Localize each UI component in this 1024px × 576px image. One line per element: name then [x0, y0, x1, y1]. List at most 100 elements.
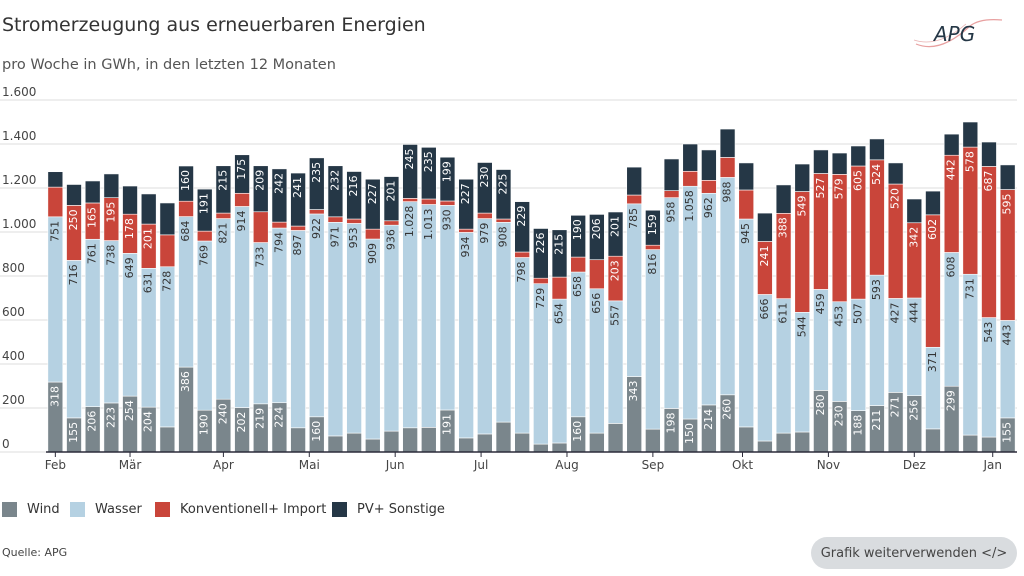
bar-segment-konventionell-import [346, 218, 362, 224]
data-label: 160 [571, 421, 584, 442]
legend-item-konventionell: Konventionell+ Import [155, 502, 326, 517]
legend-item-wind: Wind [2, 502, 60, 517]
bar-segment-pv-sonstige [234, 154, 250, 194]
bar-segment-konventionell-import [327, 216, 344, 223]
bar-segment-pv-sonstige [271, 168, 288, 223]
data-label: 299 [945, 390, 958, 411]
bar-segment-pv-sonstige [943, 133, 960, 156]
bar-segment-wasser [346, 223, 362, 434]
data-label: 201 [384, 181, 397, 202]
data-label: 190 [198, 414, 211, 435]
data-label: 453 [833, 306, 846, 327]
bar-segment-wasser [645, 249, 661, 430]
legend-label: Konventionell+ Import [180, 502, 327, 517]
bar-segment-pv-sonstige [346, 171, 362, 220]
bar-segment-pv-sonstige [775, 184, 792, 214]
bar-segment-konventionell-import [701, 180, 717, 194]
bar-segment-konventionell-import [663, 190, 680, 198]
bar-segment-pv-sonstige [458, 178, 474, 230]
reuse-graphic-button[interactable]: Grafik weiterverwenden </> [811, 537, 1017, 569]
data-label: 769 [198, 245, 211, 266]
bar-segment-wind [962, 434, 979, 453]
data-label: 684 [179, 221, 192, 242]
bar-segment-wasser [365, 238, 381, 440]
data-label: 227 [459, 183, 472, 204]
data-label: 608 [945, 256, 958, 277]
bar-segment-pv-sonstige [495, 169, 512, 220]
data-label: 235 [310, 162, 323, 183]
data-label: 988 [721, 181, 734, 202]
data-label: 191 [198, 193, 211, 214]
y-tick-label: 0 [2, 437, 10, 451]
data-label: 191 [440, 414, 453, 435]
bar-segment-konventionell-import [252, 211, 269, 243]
bar-segment-konventionell-import [402, 198, 418, 202]
bar-segment-pv-sonstige [290, 172, 306, 227]
bar-segment-wind [495, 421, 512, 453]
data-label: 557 [609, 305, 622, 326]
data-label: 160 [179, 170, 192, 191]
data-label: 602 [926, 219, 939, 240]
data-label: 230 [478, 166, 491, 187]
bar-segment-pv-sonstige [66, 184, 82, 206]
bar-segment-wind [738, 426, 755, 453]
bar-segment-wind [794, 431, 811, 453]
bar-segment-pv-sonstige [813, 149, 829, 174]
source-note: Quelle: APG [2, 546, 68, 559]
bar-segment-konventionell-import [308, 209, 325, 215]
bar-segment-pv-sonstige [626, 166, 642, 196]
bar-segment-konventionell-import [477, 212, 493, 219]
data-label: 318 [48, 386, 61, 407]
data-label: 816 [646, 254, 659, 275]
data-label: 256 [907, 400, 920, 421]
bar-segment-wasser [308, 213, 325, 418]
chart-title: Stromerzeugung aus erneuerbaren Energien [2, 14, 426, 36]
bar-segment-konventionell-import [738, 189, 755, 220]
bar-segment-pv-sonstige [178, 165, 194, 202]
legend-swatch [332, 502, 347, 517]
data-label: 578 [963, 151, 976, 172]
data-label: 188 [851, 415, 864, 436]
data-label: 224 [272, 407, 285, 428]
bar-segment-wasser [215, 218, 232, 400]
chart-subtitle: pro Woche in GWh, in den letzten 12 Mona… [2, 57, 336, 73]
data-label: 229 [515, 206, 528, 227]
y-tick-label: 1.400 [2, 129, 36, 143]
bar-segment-pv-sonstige [196, 188, 213, 232]
y-tick-label: 1.000 [2, 217, 36, 231]
y-tick-label: 1.200 [2, 173, 36, 187]
data-label: 897 [291, 234, 304, 255]
bar-segment-pv-sonstige [308, 157, 325, 210]
bar-segment-pv-sonstige [514, 201, 530, 253]
bar-segment-konventionell-import [215, 212, 232, 219]
x-tick-label: Aug [555, 458, 578, 472]
bar-segment-wasser [271, 227, 288, 404]
bar-segment-wind [925, 428, 941, 453]
bar-segment-pv-sonstige [607, 211, 624, 257]
bar-segment-wasser [383, 224, 400, 432]
bar-segment-pv-sonstige [663, 158, 680, 191]
data-label: 150 [683, 423, 696, 444]
bar-segment-wind [775, 432, 792, 453]
data-label: 656 [590, 293, 603, 314]
data-label: 605 [851, 170, 864, 191]
data-label: 733 [254, 247, 267, 268]
data-label: 1.013 [422, 209, 435, 241]
data-label: 731 [963, 278, 976, 299]
data-label: 155 [1001, 422, 1014, 443]
x-tick-label: Sep [642, 458, 665, 472]
bar-segment-wasser [439, 205, 456, 411]
bar-segment-konventionell-import [495, 218, 512, 223]
data-label: 934 [459, 236, 472, 257]
data-label: 611 [777, 303, 790, 324]
data-label: 459 [814, 293, 827, 314]
bar-segment-pv-sonstige [252, 165, 269, 213]
bar-segment-wind [402, 427, 418, 453]
bar-segment-konventionell-import [682, 170, 698, 187]
y-tick-label: 600 [2, 305, 25, 319]
data-label: 527 [814, 177, 827, 198]
data-label: 178 [123, 218, 136, 239]
x-tick-label: Jan [982, 458, 1002, 472]
data-label: 595 [1001, 194, 1014, 215]
data-label: 658 [571, 276, 584, 297]
